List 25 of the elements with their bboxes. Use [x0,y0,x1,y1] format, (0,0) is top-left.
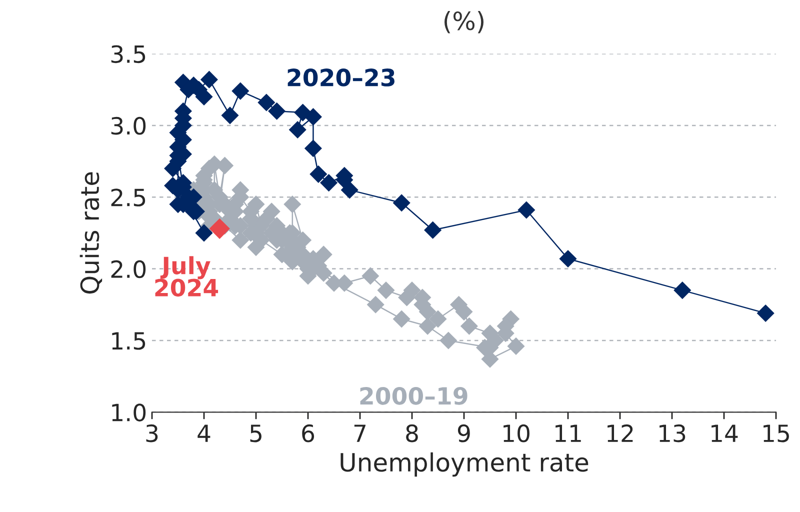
x-tick-label: 3 [146,424,158,442]
y-axis-title: Quits rate [80,172,102,294]
x-tick-label: 10 [504,424,530,442]
y-tick-label: 3.0 [111,116,146,135]
series-label: July 2024 [155,256,218,297]
x-tick-label: 12 [608,424,633,442]
x-tick-label: 8 [406,424,418,442]
y-tick-label: 1.5 [112,332,146,350]
x-axis-title: Unemployment rate [340,452,588,477]
x-tick-label: 11 [556,424,581,442]
x-tick-label: 6 [302,424,314,442]
x-tick-label: 9 [458,424,470,442]
x-tick-label: 7 [354,424,366,442]
chart-subtitle: (%) [444,10,484,34]
x-tick-label: 14 [712,424,738,442]
x-tick-label: 13 [660,424,686,442]
y-tick-label: 1.0 [112,404,146,422]
series-label: 2020–23 [288,68,394,86]
y-tick-label: 2.5 [111,188,146,206]
x-tick-label: 5 [250,424,262,442]
y-tick-label: 2.0 [111,260,146,278]
x-tick-label: 4 [198,424,210,442]
x-tick-label: 15 [764,424,789,442]
series-label: 2000–19 [360,386,468,405]
y-tick-label: 3.5 [111,45,146,64]
